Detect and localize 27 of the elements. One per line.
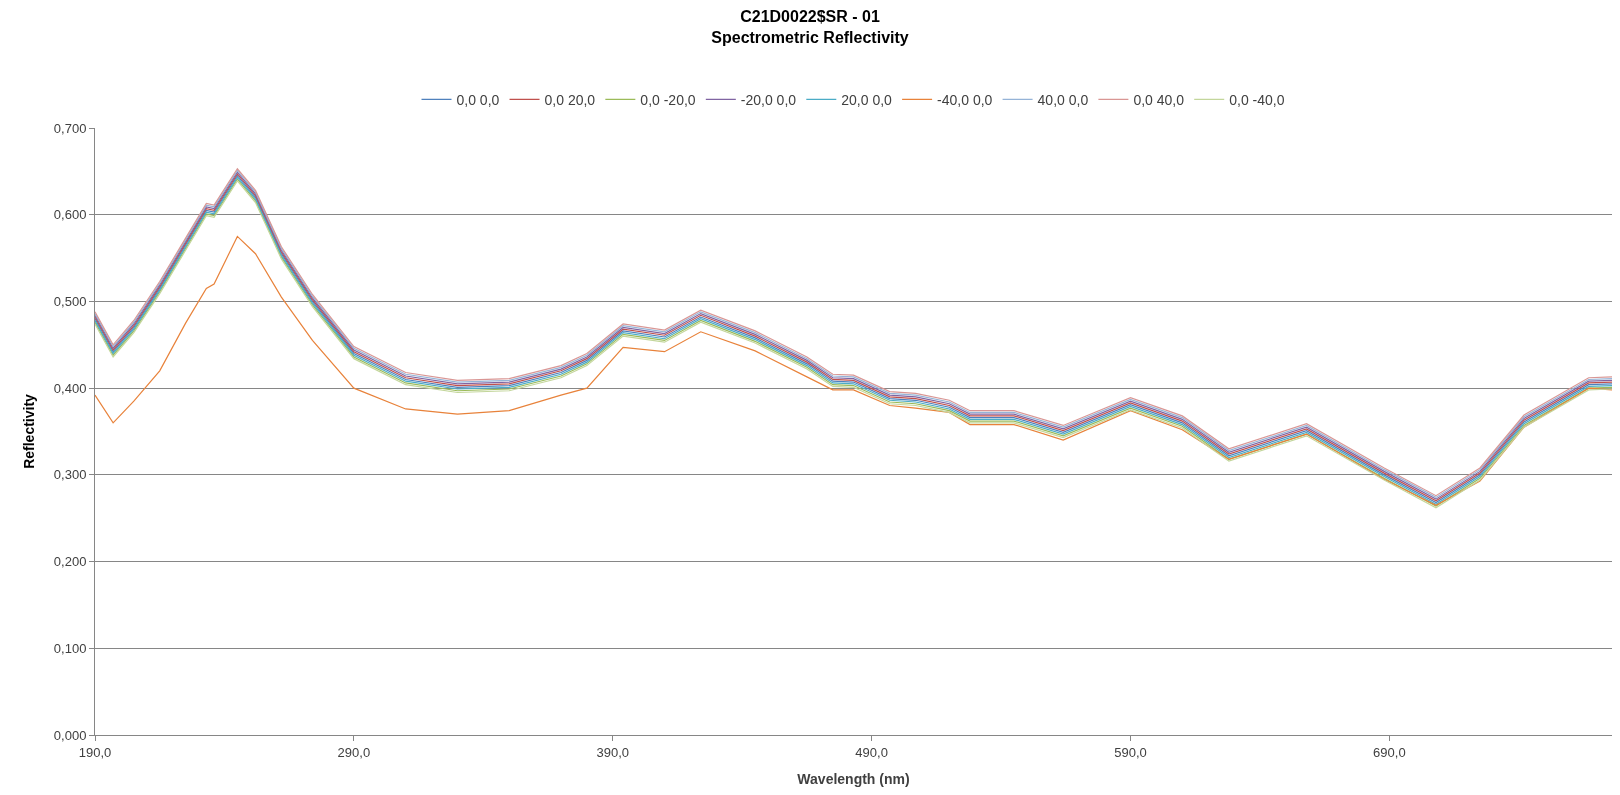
x-tick-label: 490,0 (855, 744, 888, 760)
chart-title: C21D0022$SR - 01 (740, 8, 880, 26)
y-tick-label: 0,500 (53, 293, 87, 309)
chart-subtitle: Spectrometric Reflectivity (711, 29, 909, 47)
legend-label: 0,0 -40,0 (1229, 91, 1285, 108)
legend-label: -20,0 0,0 (740, 91, 797, 108)
x-tick-label: 690,0 (1373, 744, 1406, 760)
legend-label: -40,0 0,0 (937, 91, 993, 108)
y-tick-label: 0,000 (53, 727, 87, 743)
y-tick-label: 0,700 (53, 120, 87, 136)
legend-label: 0,0 -20,0 (640, 91, 696, 108)
legend-label: 0,0 40,0 (1133, 91, 1185, 108)
legend-label: 40,0 0,0 (1037, 91, 1089, 108)
x-tick-label: 190,0 (78, 744, 112, 760)
x-tick-label: 390,0 (596, 744, 630, 760)
x-tick-label: 290,0 (337, 744, 371, 760)
legend-label: 0,0 20,0 (544, 91, 596, 108)
y-axis-title: Reflectivity (21, 393, 38, 469)
y-tick-label: 0,600 (53, 207, 87, 223)
y-tick-label: 0,100 (53, 640, 87, 656)
legend-label: 0,0 0,0 (456, 91, 500, 108)
y-tick-label: 0,300 (53, 467, 87, 483)
x-axis-title: Wavelength (nm) (797, 770, 910, 787)
y-tick-label: 0,400 (53, 380, 87, 396)
legend-label: 20,0 0,0 (841, 91, 893, 108)
y-tick-label: 0,200 (53, 554, 87, 570)
x-tick-label: 590,0 (1114, 744, 1147, 760)
